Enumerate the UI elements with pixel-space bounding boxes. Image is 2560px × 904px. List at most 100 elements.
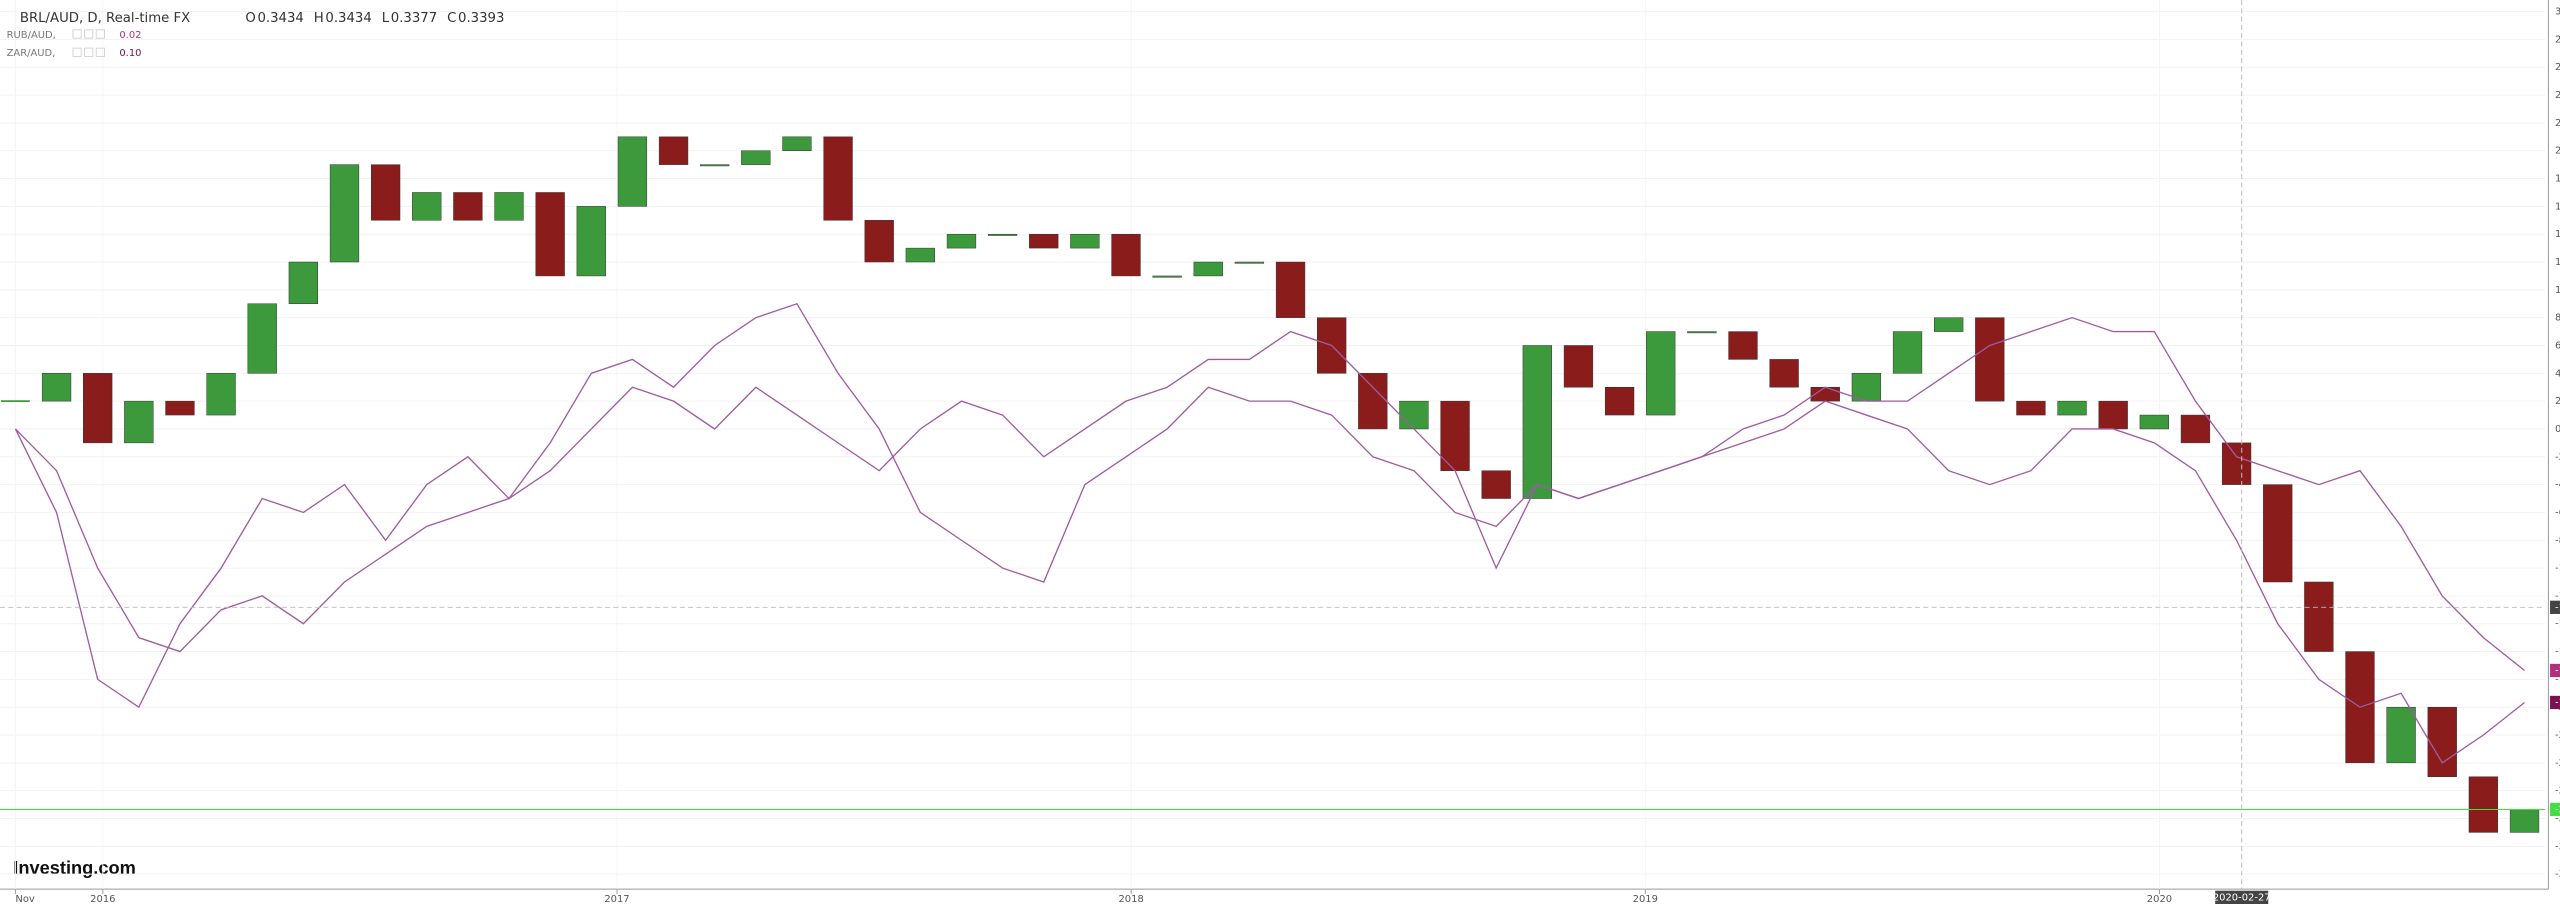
- candle: [370, 164, 401, 221]
- crosshair-y-label: -12.8197: [2555, 602, 2560, 613]
- legend-button: [84, 47, 94, 57]
- series-line: [14, 316, 2525, 671]
- crosshair-x-label: 2020-02-27: [2213, 892, 2271, 903]
- candle: [1769, 359, 1799, 388]
- chart-title: BRL/AUD, D, Real-time FX: [20, 11, 190, 26]
- y-tick-label: 6.00%: [2555, 340, 2560, 351]
- legend-name: RUB/AUD,: [7, 30, 56, 41]
- y-tick-label: -14.00%: [2555, 619, 2560, 630]
- candle: [83, 373, 113, 444]
- legend-button: [95, 47, 105, 57]
- last-value-tag: [2550, 695, 2560, 710]
- legend-name: ZAR/AUD,: [7, 48, 56, 59]
- y-tick-label: 14.00%: [2555, 229, 2560, 240]
- candle: [1604, 386, 1635, 416]
- y-tick-label: -10.00%: [2555, 563, 2560, 574]
- y-tick-label: -22.00%: [2555, 730, 2560, 741]
- x-tick-label: 2017: [604, 894, 629, 904]
- candle: [247, 303, 277, 374]
- candle: [1851, 373, 1882, 402]
- candle: [1975, 317, 2005, 402]
- y-tick-label: 8.00%: [2555, 313, 2560, 324]
- y-tick-label: 16.00%: [2555, 201, 2560, 212]
- ohlc-label: L: [382, 11, 390, 26]
- candle: [658, 136, 689, 165]
- candle: [1275, 261, 1306, 318]
- y-tick-label: 28.00%: [2555, 34, 2560, 45]
- y-tick-label: -4.00%: [2555, 480, 2560, 491]
- ohlc-label: O: [245, 11, 255, 26]
- y-tick-label: -6.00%: [2555, 507, 2560, 518]
- last-value-label: -19.66%: [2555, 697, 2560, 708]
- y-tick-label: -26.00%: [2555, 786, 2560, 797]
- x-tick-label: 2018: [1118, 894, 1143, 904]
- candle: [288, 261, 318, 305]
- candle: [700, 164, 730, 167]
- candle: [1563, 345, 1594, 388]
- candle: [864, 220, 894, 263]
- candle: [2139, 414, 2169, 430]
- ohlc-value: 0.3434: [257, 11, 303, 26]
- candle: [987, 233, 1018, 236]
- ohlc-value: 0.3393: [458, 11, 504, 26]
- ohlc-value: 0.3434: [325, 11, 371, 26]
- candle: [1687, 331, 1717, 334]
- candle: [1646, 331, 1676, 416]
- x-tick-label: 2020: [2147, 894, 2172, 904]
- candle: [2263, 484, 2293, 583]
- candle: [2304, 581, 2334, 652]
- ohlc-value: 0.3377: [391, 11, 437, 26]
- candle: [1029, 233, 1059, 249]
- crosshair-y-tag: [2550, 600, 2560, 614]
- candle: [2221, 442, 2252, 485]
- last-value-tag: [2550, 663, 2560, 678]
- series-line: [14, 302, 2525, 764]
- legend-value: 0.10: [119, 48, 141, 59]
- candle: [1152, 275, 1182, 278]
- ohlc-label: H: [314, 11, 324, 26]
- y-tick-label: 12.00%: [2555, 257, 2560, 268]
- candle: [823, 136, 853, 221]
- candle: [2427, 706, 2457, 778]
- candle: [2098, 400, 2128, 430]
- candle: [453, 192, 483, 221]
- candle: [576, 206, 606, 277]
- candle: [1399, 400, 1429, 430]
- last-value-tag: [2550, 802, 2560, 817]
- candle: [124, 400, 154, 444]
- candle: [1358, 373, 1388, 430]
- y-tick-label: -8.00%: [2555, 535, 2560, 546]
- candle: [2509, 809, 2540, 833]
- y-tick-label: 30.00%: [2555, 7, 2560, 18]
- y-tick-label: 10.00%: [2555, 285, 2560, 296]
- candle: [2016, 400, 2046, 416]
- y-tick-label: -28.00%: [2555, 813, 2560, 824]
- candle: [741, 150, 771, 165]
- candle: [1440, 400, 1470, 471]
- y-tick-label: -30.00%: [2555, 841, 2560, 852]
- y-tick-label: -18.00%: [2555, 674, 2560, 685]
- crosshair-x-tag: [2215, 890, 2269, 904]
- candle: [1481, 470, 1511, 499]
- candle: [1111, 233, 1141, 277]
- candle: [2057, 400, 2087, 416]
- y-tick-label: 2.00%: [2555, 396, 2560, 407]
- candle: [165, 400, 195, 416]
- legend-button: [72, 47, 82, 57]
- logo: Investing.com: [13, 857, 136, 878]
- candle: [2468, 776, 2499, 833]
- y-tick-label: -32.00%: [2555, 869, 2560, 880]
- candle: [1934, 317, 1964, 332]
- candle: [206, 373, 236, 416]
- x-tick-label: 2019: [1633, 894, 1658, 904]
- last-value-label: -17.36%: [2555, 665, 2560, 676]
- candle: [1728, 331, 1758, 360]
- y-tick-label: 22.00%: [2555, 118, 2560, 129]
- candle: [1892, 331, 1923, 374]
- candle: [1193, 261, 1223, 277]
- legend-button: [84, 29, 94, 39]
- legend-value: 0.02: [119, 30, 141, 41]
- candle: [2180, 414, 2211, 444]
